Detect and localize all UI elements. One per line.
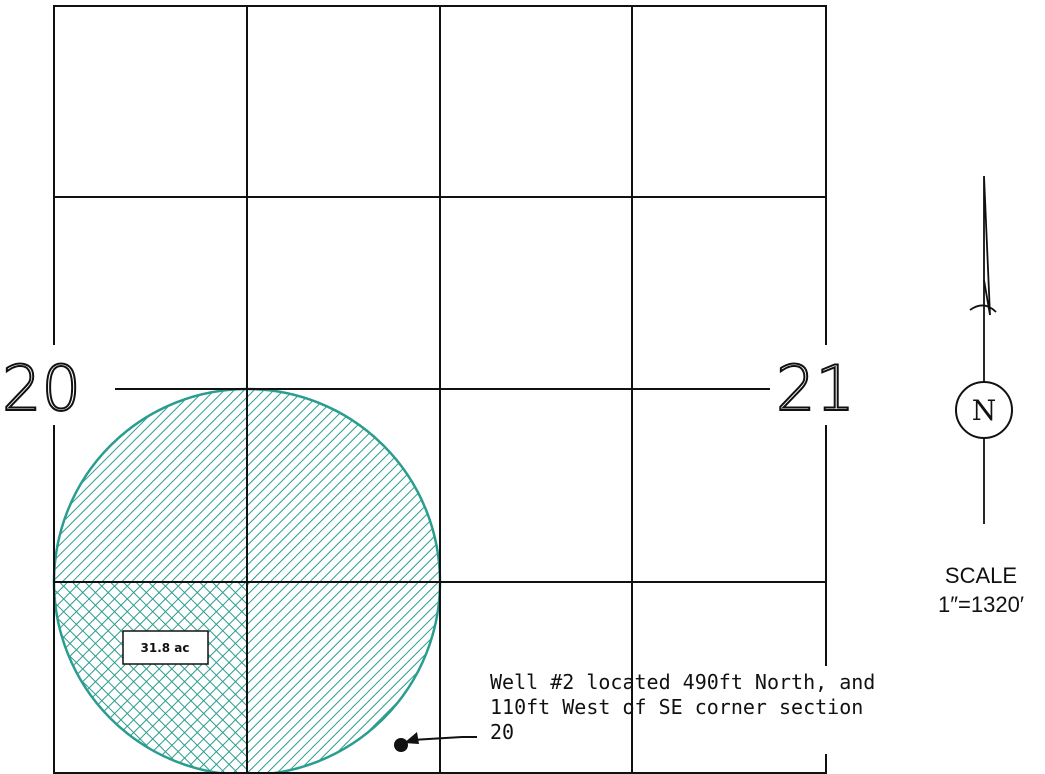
section-21-label: 21 bbox=[776, 352, 855, 425]
north-arrow-point bbox=[983, 175, 991, 316]
well-note: Well #2 located 490ft North, and 110ft W… bbox=[482, 666, 944, 754]
well-note-line2: 110ft West of SE corner section bbox=[490, 695, 863, 719]
scale-label: SCALE bbox=[945, 563, 1017, 588]
north-arrow: N bbox=[955, 175, 1013, 524]
well-marker bbox=[394, 732, 477, 752]
well-note-line3: 20 bbox=[490, 720, 514, 744]
scale-value: 1″=1320′ bbox=[938, 592, 1024, 617]
well-dot bbox=[394, 738, 408, 752]
crosshatch-fill bbox=[54, 582, 247, 774]
well-note-line1: Well #2 located 490ft North, and bbox=[490, 670, 875, 694]
north-letter: N bbox=[972, 394, 997, 427]
acreage-box: 31.8 ac bbox=[122, 630, 209, 665]
acreage-label: 31.8 ac bbox=[141, 641, 190, 655]
scale-block: SCALE 1″=1320′ bbox=[938, 563, 1024, 617]
section-20-label: 20 bbox=[2, 352, 81, 425]
north-circle bbox=[955, 381, 1013, 439]
section-boundary: 20 21 bbox=[1, 345, 865, 426]
